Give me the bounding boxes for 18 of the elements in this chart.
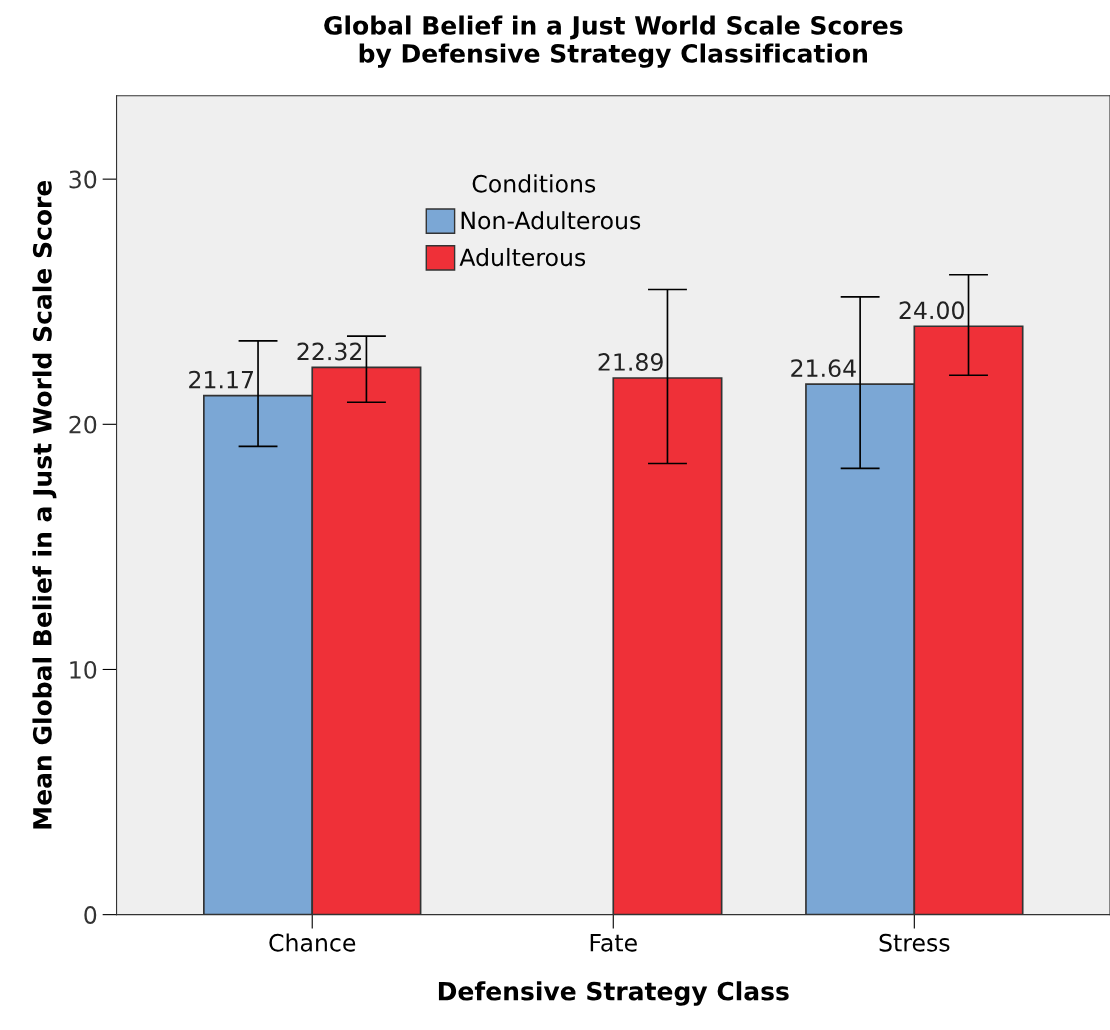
legend-label: Adulterous (459, 247, 586, 267)
x-tick-label: Fate (590, 934, 637, 952)
chart-title: Global Belief in a Just World Scale Scores by Defensive Strategy Classification (324, 15, 903, 68)
y-tick-label: 30 (69, 170, 97, 189)
legend-label: Non-Adulterous (461, 211, 641, 230)
data-label: 21.64 (791, 359, 856, 378)
data-label: 21.17 (189, 370, 254, 389)
y-axis-title: Mean Global Belief in a Just World Scale Score (32, 180, 57, 829)
x-axis-title: Defensive Strategy Class (438, 981, 789, 1006)
data-label: 22.32 (297, 342, 362, 361)
y-tick-label: 0 (84, 906, 97, 924)
legend-title: Conditions (472, 174, 596, 193)
x-tick-label: Stress (879, 933, 950, 952)
data-label: 24.00 (899, 301, 964, 320)
x-tick-label: Chance (269, 933, 356, 952)
y-tick-label: 10 (70, 660, 97, 679)
data-label: 21.89 (598, 353, 663, 371)
y-tick-label: 20 (69, 415, 97, 434)
